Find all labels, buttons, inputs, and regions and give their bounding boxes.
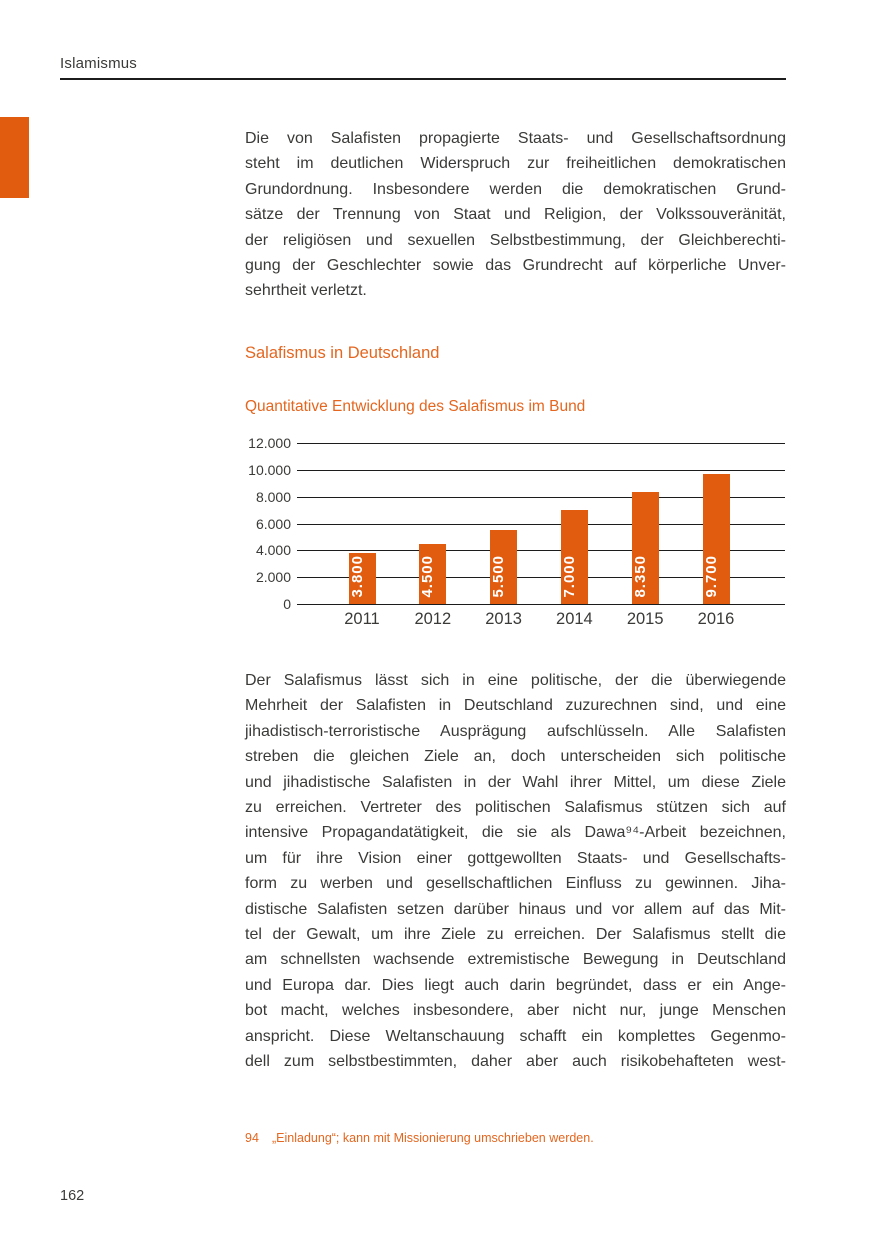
footnote-number: 94 [245, 1131, 259, 1145]
running-header: Islamismus [60, 55, 137, 72]
paragraph-2: Der Salafismus lässt sich in eine politi… [245, 668, 786, 1075]
x-axis-tick-label: 2011 [344, 610, 380, 628]
bar-value-label: 5.500 [490, 555, 508, 598]
text-line: form zu werben und gesellschaftlichen Ei… [245, 875, 786, 893]
x-axis-tick-label: 2014 [556, 610, 593, 628]
chart-gridline [297, 443, 785, 444]
bar: 7.000 [560, 510, 588, 604]
bar-value-label: 7.000 [560, 555, 578, 598]
y-axis-tick-label: 10.000 [248, 461, 291, 478]
y-axis-tick-label: 2.000 [255, 569, 291, 586]
chart-gridline [297, 604, 785, 605]
section-heading: Salafismus in Deutschland [245, 344, 440, 362]
paragraph-1: Die von Salafisten propagierte Staats- u… [245, 126, 786, 304]
text-line: Der Salafismus lässt sich in eine politi… [245, 672, 786, 689]
text-line: steht im deutlichen Widerspruch zur frei… [245, 155, 786, 173]
y-axis-tick-label: 6.000 [255, 515, 291, 532]
bar-chart: 0 2.000 4.000 6.000 8.000 10.000 12.000 3.800 20… [245, 434, 786, 634]
bar: 9.700 [702, 473, 730, 604]
text-line: jihadistisch-terroristische Ausprägung a… [245, 722, 786, 740]
text-line: sätze der Trennung von Staat und Religio… [245, 206, 786, 224]
footnote-text: „Einladung“; kann mit Missionierung umsc… [272, 1131, 594, 1145]
bar: 4.500 [419, 543, 447, 604]
chart-gridline [297, 469, 785, 471]
text-line: Mehrheit der Salafisten in Deutschland z… [245, 697, 786, 715]
x-axis-tick-label: 2012 [414, 610, 452, 628]
bar: 3.800 [348, 553, 376, 604]
header-rule [60, 78, 786, 80]
page-number: 162 [60, 1188, 85, 1204]
x-axis-tick-label: 2013 [485, 610, 522, 628]
chart-gridline [297, 523, 785, 525]
running-header-label: Islamismus [60, 55, 138, 72]
bar-value-label: 4.500 [419, 555, 437, 598]
text-line: und jihadistische Salafisten in der Wahl… [245, 773, 786, 791]
text-line: tel der Gewalt, um ihre Ziele zu erreich… [245, 926, 786, 944]
text-line: anspricht. Diese Weltanschauung schafft … [245, 1027, 786, 1045]
text-line: der religiösen und sexuellen Selbstbesti… [245, 231, 786, 249]
y-axis-tick-label: 0 [283, 596, 291, 612]
text-line: gung der Geschlechter sowie das Grundrec… [245, 257, 786, 275]
bar-value-label: 9.700 [702, 555, 720, 598]
text-line: sehrtheit verletzt. [245, 282, 367, 300]
text-line: um für ihre Vision einer gottgewollten S… [245, 849, 786, 867]
bar-value-label: 3.800 [348, 555, 366, 598]
y-axis-tick-label: 4.000 [255, 542, 291, 559]
y-axis-tick-label: 12.000 [248, 435, 291, 451]
chart-gridline [297, 550, 785, 552]
text-line: dell zum selbstbestimmten, daher aber au… [245, 1053, 786, 1071]
text-line: distische Salafisten setzen darüber hina… [245, 900, 786, 918]
text-line: und Europa dar. Dies liegt auch darin be… [245, 976, 786, 994]
chart-gridline [297, 496, 785, 498]
footnote: 94 „Einladung“; kann mit Missionierung u… [245, 1130, 786, 1146]
x-axis-tick-label: 2016 [697, 610, 735, 628]
bar-value-label: 8.350 [631, 555, 649, 598]
text-line: zu erreichen. Vertreter des politischen … [245, 799, 786, 817]
text-line: Grundordnung. Insbesondere werden die de… [245, 180, 786, 198]
text-line: streben die gleichen Ziele an, doch unte… [245, 748, 786, 766]
x-axis-tick-label: 2015 [626, 610, 664, 628]
y-axis-tick-label: 8.000 [255, 488, 291, 505]
bar: 8.350 [631, 492, 659, 604]
chart-title: Quantitative Entwicklung des Salafismus … [245, 398, 586, 415]
text-line: Die von Salafisten propagierte Staats- u… [245, 130, 786, 147]
text-line: intensive Propagandatätigkeit, die sie a… [245, 824, 786, 842]
chapter-margin-marker [0, 117, 29, 198]
text-line: bot macht, welches insbesondere, aber ni… [245, 1002, 786, 1020]
bar: 5.500 [490, 530, 518, 604]
chart-gridline [297, 577, 785, 579]
text-line: am schnellsten wachsende extremistische … [245, 951, 786, 969]
